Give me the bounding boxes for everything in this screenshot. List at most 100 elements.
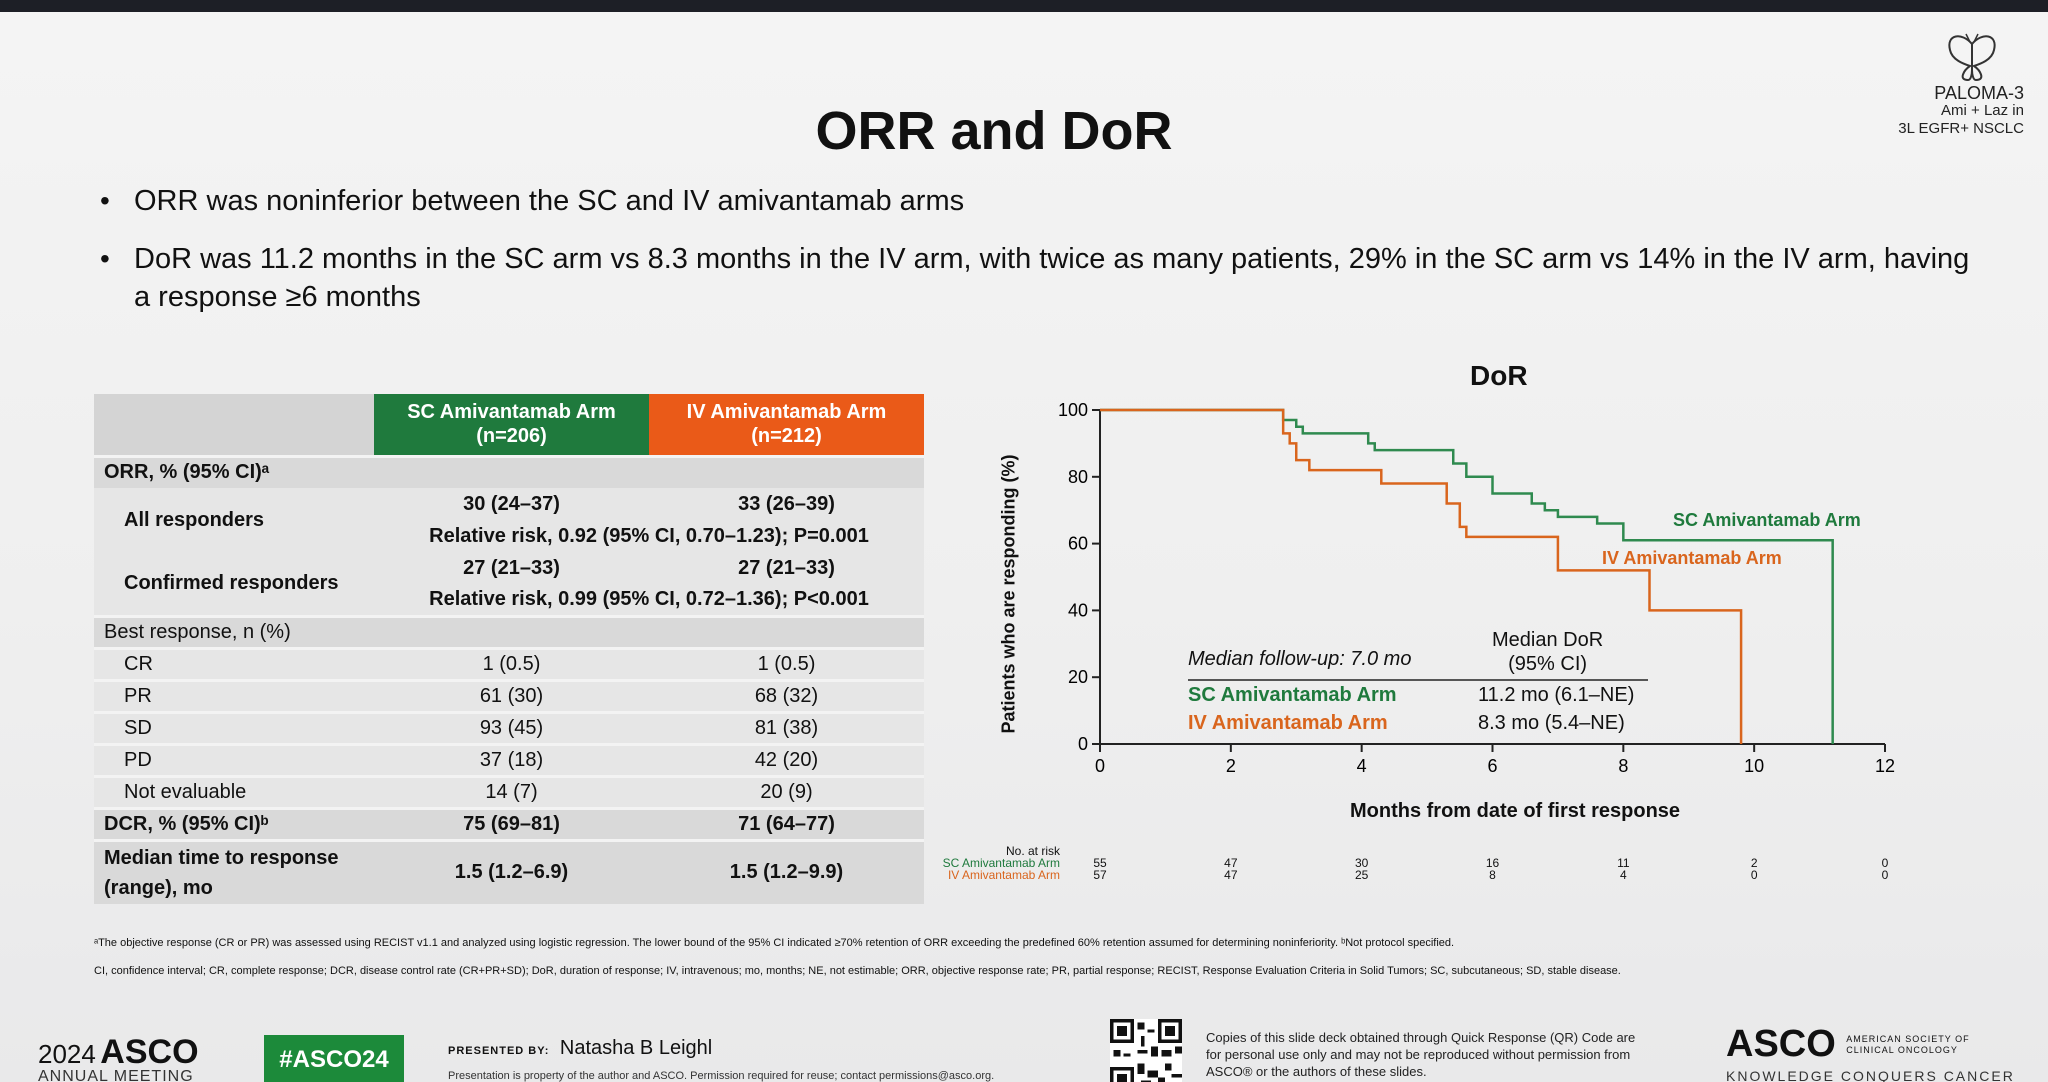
asco-wordmark: ASCO [1726,1023,1836,1065]
median-followup: Median follow-up: 7.0 mo [1188,648,1412,670]
median-time-sc: 1.5 (1.2–6.9) [374,838,649,904]
bullet-list: ORR was noninferior between the SC and I… [100,182,1980,336]
hashtag-badge: #ASCO24 [264,1035,404,1082]
confirmed-sc: 27 (21–33) [374,552,649,584]
x-tick-label: 2 [1226,756,1236,776]
x-axis-label: Months from date of first response [1350,800,1681,822]
at-risk-table: No. at risk SC Amivantamab Arm 55 47 30 16 1… [940,844,1960,882]
at-risk-sc-value: 55 [1093,856,1107,870]
at-risk-sc-row: SC Amivantamab Arm 55 47 30 16 11 2 0 [940,856,1960,870]
best-label: SD [94,710,374,744]
legend-sc-value: 11.2 mo (6.1–NE) [1478,684,1635,706]
confirmed-rr: Relative risk, 0.99 (95% CI, 0.72–1.36);… [374,584,924,616]
dcr-label: DCR, % (95% CI)ᵇ [94,806,374,840]
at-risk-iv-value: 25 [1354,868,1369,882]
at-risk-iv-value: 8 [1489,868,1496,882]
at-risk-sc-value: 2 [1750,856,1758,870]
legend-divider [1188,679,1648,681]
at-risk-sc-label: SC Amivantamab Arm [942,856,1060,870]
at-risk-iv-label: IV Amivantamab Arm [947,868,1060,882]
confirmed-label: Confirmed responders [94,552,374,616]
best-sc: 61 (30) [374,678,649,712]
logo-brand: PALOMA-3 [1934,83,2024,103]
best-sc: 37 (18) [374,742,649,776]
qr-copies-note: Copies of this slide deck obtained throu… [1206,1030,1636,1079]
at-risk-iv-value: 0 [1750,868,1758,882]
x-tick-label: 8 [1618,756,1628,776]
confirmed-iv: 27 (21–33) [649,552,924,584]
best-response-label: Best response, n (%) [94,614,924,648]
asco-society-text: AMERICAN SOCIETY OF CLINICAL ONCOLOGY [1846,1034,1969,1056]
x-tick-label: 12 [1875,756,1895,776]
table-header-sc: SC Amivantamab Arm (n=206) [374,394,649,456]
at-risk-label: No. at risk [1005,844,1060,858]
x-tick-label: 6 [1487,756,1497,776]
sc-curve [1100,408,1834,744]
all-responders-rr: Relative risk, 0.92 (95% CI, 0.70–1.23);… [374,520,924,552]
presenter-name: Natasha B Leighl [559,1037,713,1059]
best-iv: 68 (32) [649,678,924,712]
x-tick-label: 10 [1744,756,1764,776]
bullet-item: ORR was noninferior between the SC and I… [100,182,1980,220]
logo-year: 2024 [38,1039,96,1069]
chart-title: DoR [1470,360,1528,391]
presented-by: PRESENTED BY: Natasha B Leighl Presentat… [448,1037,994,1082]
at-risk-sc-value: 47 [1224,856,1238,870]
x-tick-label: 4 [1357,756,1367,776]
presented-by-label: PRESENTED BY: [448,1045,550,1057]
best-label: CR [94,646,374,680]
best-iv: 81 (38) [649,710,924,744]
series-label-iv: IV Amivantamab Arm [1602,548,1782,568]
y-tick-label: 20 [1068,667,1088,687]
dcr-iv: 71 (64–77) [649,806,924,840]
logo-line2: 3L EGFR+ NSCLC [1898,120,2024,137]
footnote-abbreviations: CI, confidence interval; CR, complete re… [94,965,1621,977]
orr-label: ORR, % (95% CI)ᵃ [94,454,924,488]
all-responders-sc: 30 (24–37) [374,488,649,520]
best-label: PR [94,678,374,712]
at-risk-sc-value: 0 [1881,856,1889,870]
legend-sc-name: SC Amivantamab Arm [1188,684,1397,706]
asco-tagline: KNOWLEDGE CONQUERS CANCER [1726,1068,2015,1082]
y-tick-label: 100 [1058,400,1088,420]
best-iv: 20 (9) [649,774,924,808]
best-label: Not evaluable [94,774,374,808]
at-risk-iv-value: 57 [1093,868,1107,882]
at-risk-iv-value: 0 [1881,868,1889,882]
qr-code-icon[interactable] [1110,1019,1182,1082]
bullet-item: DoR was 11.2 months in the SC arm vs 8.3… [100,240,1980,316]
slide-title: ORR and DoR [815,101,1173,161]
all-responders-iv: 33 (26–39) [649,488,924,520]
society-line2: CLINICAL ONCOLOGY [1846,1044,1958,1055]
butterfly-icon [1948,33,1996,82]
best-sc: 93 (45) [374,710,649,744]
logo-line1: Ami + Laz in [1941,102,2024,119]
asco-society-logo: ASCO AMERICAN SOCIETY OF CLINICAL ONCOLO… [1726,1023,2016,1082]
at-risk-iv-value: 4 [1619,868,1627,882]
at-risk-iv-value: 47 [1224,868,1238,882]
x-tick-label: 0 [1095,756,1105,776]
table-header-iv: IV Amivantamab Arm (n=212) [649,394,924,456]
median-time-iv: 1.5 (1.2–9.9) [649,838,924,904]
table-header-blank [94,394,374,456]
median-dor-header: Median DoR (95% CI) [1492,628,1603,676]
logo-asco: ASCO [100,1033,199,1071]
best-sc: 14 (7) [374,774,649,808]
dcr-sc: 75 (69–81) [374,806,649,840]
y-tick-label: 60 [1068,534,1088,554]
iv-curve [1100,408,1743,744]
at-risk-sc-value: 30 [1354,856,1369,870]
best-label: PD [94,742,374,776]
y-tick-label: 40 [1068,600,1088,620]
best-iv: 42 (20) [649,742,924,776]
at-risk-iv-row: IV Amivantamab Arm 57 47 25 8 4 0 0 [940,868,1960,882]
society-line1: AMERICAN SOCIETY OF [1846,1033,1970,1044]
footer-bar: 2024 ASCO ANNUAL MEETING #ASCO24 PRESENT… [0,1015,2048,1082]
property-note: Presentation is property of the author a… [448,1070,995,1082]
legend-iv-value: 8.3 mo (5.4–NE) [1478,712,1625,734]
series-label-sc: SC Amivantamab Arm [1673,510,1861,530]
at-risk-sc-value: 16 [1485,856,1500,870]
orr-table: SC Amivantamab Arm (n=206) IV Amivantama… [94,394,924,904]
y-tick-label: 80 [1068,467,1088,487]
